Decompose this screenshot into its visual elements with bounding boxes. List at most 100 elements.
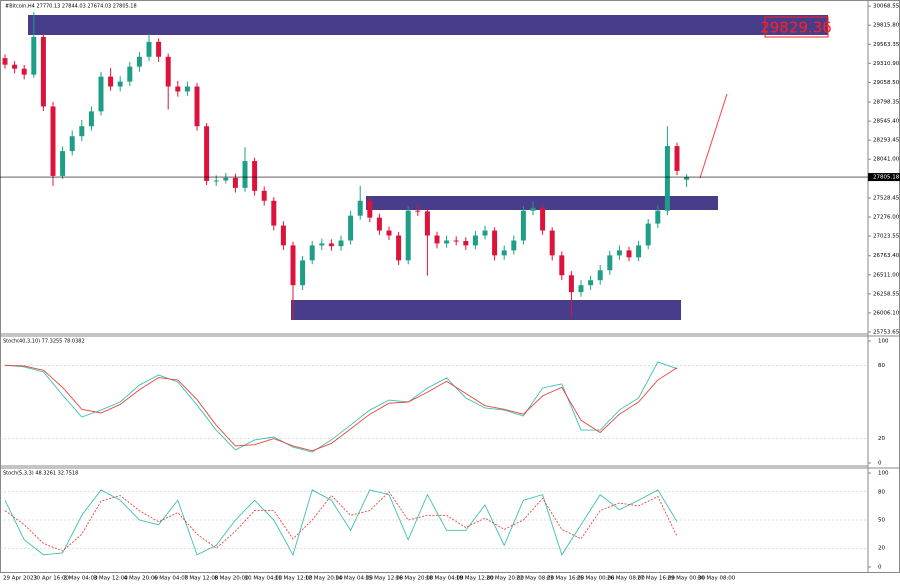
candle-body <box>223 177 229 181</box>
x-tick-label: 27 May 16:00 <box>637 576 675 582</box>
candle-body <box>69 136 75 152</box>
supply-zone <box>28 15 828 35</box>
y-tick-label: 28293.45 <box>873 138 900 144</box>
x-tick-label: 20 May 20:00 <box>486 576 524 582</box>
x-tick-label: 12 May 20:00 <box>305 576 343 582</box>
candle-body <box>204 126 210 181</box>
candle-body <box>530 207 536 211</box>
y-tick-label: 20 <box>878 546 885 552</box>
candle-body <box>492 230 498 256</box>
y-tick-label: 100 <box>878 471 889 477</box>
candle-body <box>21 68 27 75</box>
candle-body <box>252 161 258 191</box>
candle-body <box>616 250 622 256</box>
candle-body <box>136 56 142 67</box>
y-tick-label: 29058.50 <box>873 80 900 86</box>
y-tick-label: 0 <box>878 565 882 571</box>
y-tick-label: 80 <box>878 489 885 495</box>
candle-body <box>88 111 94 127</box>
candle-body <box>540 207 546 231</box>
y-tick-label: 26511.00 <box>873 272 900 278</box>
support-zone <box>366 196 718 210</box>
candle-body <box>328 243 334 247</box>
x-tick-label: 3 May 12:00 <box>94 576 129 582</box>
x-tick-label: 4 May 20:00 <box>124 576 159 582</box>
stoch-title: Stoch(5,3,3) 48.3261 32.7518 <box>3 471 78 477</box>
candle-body <box>424 211 430 236</box>
x-tick-label: 8 May 20:00 <box>214 576 249 582</box>
candle-body <box>520 210 526 241</box>
x-tick-label: 19 May 12:00 <box>456 576 494 582</box>
x-tick-label: 29 May 00:00 <box>667 576 705 582</box>
y-tick-label: 50 <box>878 518 885 524</box>
candle-body <box>319 243 325 246</box>
candle-body <box>568 275 574 293</box>
y-tick-label: 26763.40 <box>873 253 900 259</box>
candle-body <box>184 86 190 92</box>
candle-body <box>578 285 584 293</box>
y-tick-label: 0 <box>878 461 882 467</box>
zones <box>28 15 828 320</box>
candle-body <box>674 146 680 171</box>
candle-body <box>597 270 603 281</box>
candle-body <box>396 235 402 261</box>
stoch-title: Stoch(40,3,10) 77.3255 78.0382 <box>3 339 85 345</box>
y-tick-label: 29815.80 <box>873 23 900 29</box>
y-tick-label: 27023.55 <box>873 234 900 240</box>
x-tick-label: 15 May 12:00 <box>365 576 403 582</box>
candle-body <box>175 86 181 92</box>
x-tick-label: 22 May 08:00 <box>516 576 554 582</box>
x-tick-label: 25 May 00:00 <box>577 576 615 582</box>
candle-body <box>636 245 642 258</box>
candle-body <box>559 255 565 276</box>
y-tick-label: 28041.00 <box>873 157 900 163</box>
x-tick-label: 7 May 12:00 <box>184 576 219 582</box>
candle-body <box>242 161 248 188</box>
stoch-line <box>4 489 678 556</box>
x-tick-label: 30 Apr 16:00 <box>33 576 69 582</box>
candle-body <box>117 81 123 87</box>
candle-body <box>588 280 594 286</box>
candle-body <box>434 235 440 244</box>
y-tick-label: 28545.40 <box>873 119 900 125</box>
y-tick-label: 25753.65 <box>873 329 900 335</box>
current-price-box <box>868 173 900 182</box>
candle-body <box>357 200 363 216</box>
x-tick-label: 29 Apr 2023 <box>3 576 38 582</box>
y-tick-label: 27276.00 <box>873 215 900 221</box>
candle-body <box>309 245 315 261</box>
candle-body <box>280 225 286 246</box>
y-tick-label: 100 <box>878 339 889 345</box>
x-tick-label: 11 May 12:00 <box>275 576 313 582</box>
x-tick-label: 6 May 04:00 <box>154 576 189 582</box>
stoch-line <box>4 361 678 453</box>
candle-body <box>472 235 478 246</box>
projection-line <box>699 93 728 179</box>
y-tick-label: 29310.90 <box>873 61 900 67</box>
candle-body <box>290 245 296 286</box>
y-tick-label: 27528.45 <box>873 195 900 201</box>
x-tick-label: 10 May 04:00 <box>245 576 283 582</box>
candle-body <box>367 200 373 218</box>
y-tick-label: 80 <box>878 363 885 369</box>
y-tick-label: 26006.10 <box>873 310 900 316</box>
candle-body <box>664 146 670 211</box>
level-box <box>764 16 829 38</box>
candle-body <box>213 180 219 182</box>
y-tick-label: 30068.55 <box>873 4 900 10</box>
candle-body <box>463 241 469 246</box>
candle-body <box>300 260 306 286</box>
stoch-line <box>4 491 678 552</box>
level-label: 29829.36 <box>760 19 832 37</box>
candle-body <box>415 210 421 212</box>
x-tick-label: 30 May 08:00 <box>698 576 736 582</box>
candle-body <box>50 106 56 176</box>
x-tick-label: 2 May 04:00 <box>63 576 98 582</box>
x-tick-label: 16 May 20:00 <box>396 576 434 582</box>
current-price-label: 27805.18 <box>873 175 900 181</box>
candle-body <box>453 240 459 242</box>
candle-body <box>549 230 555 256</box>
candle-body <box>645 223 651 246</box>
